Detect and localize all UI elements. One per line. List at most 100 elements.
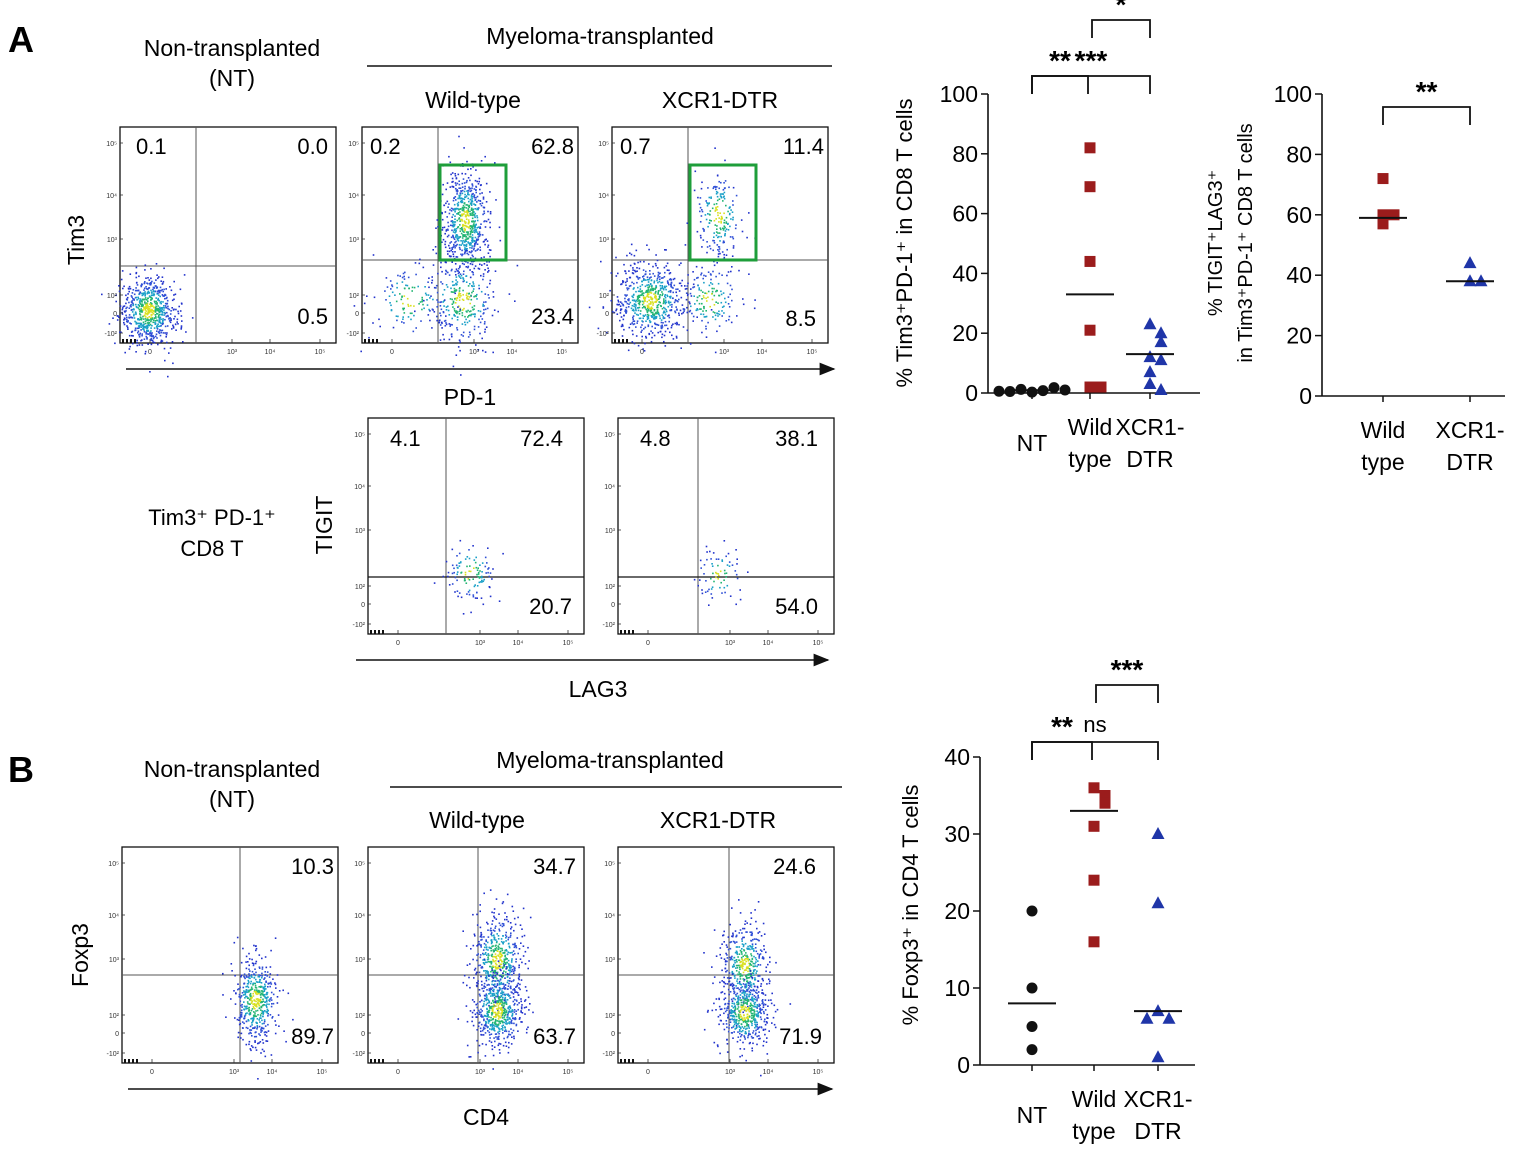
- cell-event: [487, 1011, 489, 1014]
- cell-event: [467, 316, 469, 318]
- cell-event: [170, 289, 173, 292]
- cell-event: [140, 300, 143, 303]
- cell-event: [649, 296, 652, 298]
- cell-event: [481, 264, 483, 266]
- cell-event: [144, 294, 146, 296]
- cell-event: [637, 300, 639, 302]
- cell-event: [671, 306, 673, 308]
- cell-event: [151, 292, 153, 294]
- cell-event: [483, 240, 485, 243]
- cell-event: [132, 302, 134, 305]
- cell-event: [724, 967, 727, 970]
- cell-event: [265, 966, 268, 969]
- cell-event: [744, 958, 746, 961]
- cell-event: [662, 288, 665, 291]
- cell-event: [472, 236, 474, 239]
- cell-event: [135, 266, 138, 269]
- cell-event: [723, 981, 726, 984]
- cell-event: [391, 285, 394, 288]
- cell-event: [482, 305, 484, 307]
- cell-event: [760, 985, 762, 987]
- cell-event: [517, 1030, 519, 1032]
- cell-event: [144, 281, 146, 283]
- cell-event: [662, 322, 664, 324]
- cell-event: [147, 343, 149, 345]
- cell-event: [656, 312, 659, 315]
- cell-event: [471, 245, 473, 247]
- cell-event: [650, 279, 653, 281]
- cell-event: [458, 208, 460, 211]
- cell-event: [462, 207, 465, 209]
- cell-event: [240, 1037, 242, 1039]
- cell-event: [726, 969, 728, 972]
- cell-event: [475, 229, 478, 231]
- cell-event: [138, 301, 141, 304]
- cell-event: [735, 1024, 738, 1027]
- cell-event: [457, 595, 459, 598]
- cell-event: [505, 1021, 507, 1023]
- cell-event: [720, 957, 723, 959]
- cell-event: [676, 322, 678, 325]
- cell-event: [156, 330, 158, 332]
- cell-event: [650, 306, 653, 308]
- cell-event: [514, 1002, 516, 1005]
- cell-event: [144, 350, 147, 353]
- cell-density-cloud: [462, 889, 532, 1027]
- cell-event: [390, 288, 392, 290]
- cell-event: [263, 1050, 265, 1053]
- cell-event: [710, 309, 713, 311]
- cell-event: [493, 994, 496, 997]
- cell-event: [258, 1042, 260, 1044]
- cell-event: [455, 199, 457, 201]
- cell-event: [647, 281, 650, 283]
- cell-event: [501, 1028, 503, 1030]
- cell-event: [476, 569, 479, 571]
- cell-event: [454, 215, 456, 217]
- cell-event: [501, 1001, 504, 1003]
- cell-event: [701, 331, 703, 334]
- cell-event: [466, 593, 468, 595]
- cell-event: [436, 319, 438, 322]
- cell-event: [230, 963, 233, 965]
- cell-event: [505, 1010, 508, 1012]
- cell-event: [154, 302, 157, 305]
- cell-event: [267, 1015, 269, 1017]
- cell-event: [727, 936, 730, 938]
- cell-event: [663, 317, 666, 319]
- cell-event: [147, 282, 149, 285]
- cell-event: [710, 282, 712, 284]
- cell-event: [264, 977, 266, 979]
- cell-event: [486, 1012, 488, 1015]
- cell-event: [735, 959, 737, 962]
- cell-event: [753, 307, 756, 310]
- cell-event: [468, 193, 470, 196]
- quadrant-lr-value: 23.4: [531, 304, 574, 329]
- cell-event: [724, 960, 727, 962]
- cell-event: [667, 290, 670, 293]
- cell-event: [646, 291, 649, 293]
- cell-event: [252, 1005, 255, 1008]
- cell-event: [466, 964, 469, 966]
- cell-event: [461, 206, 464, 209]
- cell-event: [498, 1032, 500, 1035]
- cell-event: [261, 1039, 264, 1041]
- cell-event: [753, 950, 755, 952]
- cell-event: [758, 954, 761, 956]
- cell-event: [155, 305, 157, 308]
- cell-event: [461, 192, 464, 195]
- cell-event: [432, 249, 434, 251]
- cell-event: [756, 965, 758, 968]
- cell-event: [268, 1003, 270, 1006]
- cell-event: [255, 971, 257, 974]
- cell-event: [172, 362, 174, 365]
- cell-event: [456, 555, 458, 557]
- cell-event: [258, 992, 260, 995]
- cell-event: [732, 204, 734, 206]
- cell-event: [446, 286, 449, 288]
- cell-event: [672, 297, 674, 300]
- cell-event: [488, 1034, 491, 1036]
- cell-event: [636, 281, 638, 284]
- cell-event: [503, 1003, 505, 1005]
- cell-event: [723, 930, 725, 933]
- cell-event: [471, 240, 473, 242]
